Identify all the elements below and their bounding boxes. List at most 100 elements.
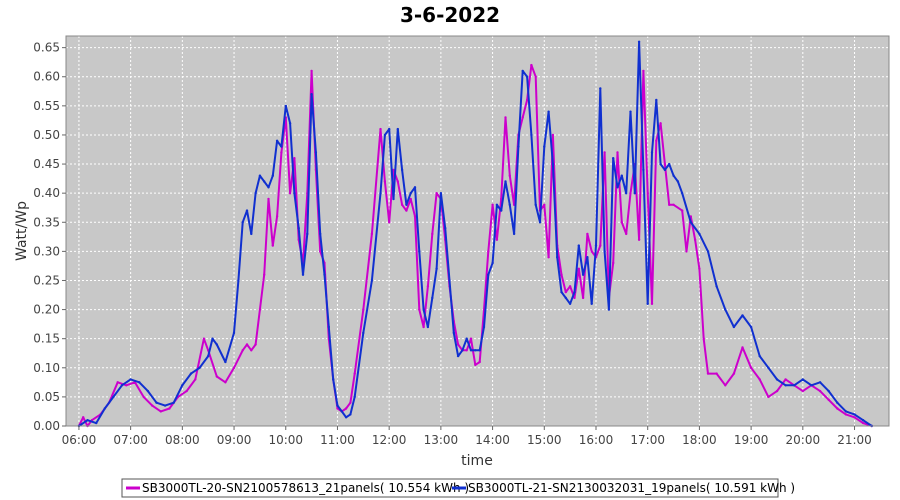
x-tick-label: 09:00	[217, 433, 252, 447]
data-point-series-1	[672, 203, 675, 206]
data-point-series-2	[418, 250, 421, 253]
data-point-series-1	[142, 395, 145, 399]
data-point-series-2	[413, 186, 417, 189]
data-point-series-2	[620, 174, 623, 177]
data-point-series-1	[465, 349, 468, 352]
data-point-series-2	[336, 404, 339, 407]
data-point-series-2	[155, 401, 158, 404]
data-point-series-2	[573, 290, 576, 294]
data-point-series-2	[379, 192, 382, 195]
x-tick-label: 08:00	[165, 433, 200, 447]
data-point-series-2	[530, 133, 533, 137]
data-point-series-2	[284, 104, 287, 108]
data-point-series-2	[146, 389, 150, 393]
data-point-series-1	[491, 203, 494, 206]
data-point-series-2	[629, 110, 632, 113]
data-point-series-2	[793, 384, 796, 387]
data-point-series-2	[625, 192, 628, 195]
data-point-series-1	[577, 267, 580, 270]
axes	[65, 35, 890, 427]
data-point-series-2	[612, 157, 615, 160]
data-point-series-2	[599, 87, 602, 90]
data-point-series-1	[293, 157, 296, 160]
data-point-series-2	[400, 168, 404, 172]
data-point-series-2	[836, 401, 839, 404]
data-point-series-1	[275, 215, 279, 218]
data-point-series-2	[784, 384, 787, 387]
data-point-series-1	[853, 416, 856, 419]
data-point-series-1	[388, 221, 391, 224]
data-point-series-2	[405, 203, 408, 206]
y-tick-label: 0.20	[33, 303, 60, 317]
data-point-series-2	[482, 325, 486, 329]
data-point-series-1	[668, 203, 671, 206]
data-point-series-2	[211, 337, 214, 340]
data-point-series-1	[254, 343, 257, 346]
data-point-series-1	[784, 378, 787, 381]
data-point-series-1	[530, 63, 533, 67]
data-point-series-2	[340, 410, 343, 413]
data-point-series-2	[314, 151, 318, 154]
data-point-series-1	[801, 389, 804, 393]
data-point-series-2	[538, 221, 542, 224]
data-point-series-1	[590, 250, 593, 253]
data-point-series-1	[629, 192, 632, 195]
data-point-series-2	[672, 174, 675, 177]
data-point-series-1	[400, 203, 404, 206]
y-tick-label: 0.65	[33, 41, 60, 55]
y-tick-label: 0.55	[33, 99, 60, 113]
data-point-series-1	[650, 302, 654, 305]
data-point-series-1	[749, 366, 753, 369]
legend-box	[121, 478, 779, 498]
data-point-series-1	[185, 389, 188, 393]
data-point-series-1	[241, 349, 244, 352]
data-point-series-1	[844, 413, 848, 416]
data-point-series-1	[349, 401, 352, 404]
data-point-series-2	[818, 381, 822, 384]
data-point-series-1	[758, 378, 761, 381]
data-point-series-2	[254, 192, 257, 195]
y-axis-ticks: 0.00 0.05 0.10 0.15 0.20 0.25 0.30 0.35 0.40 0.45…	[33, 41, 66, 433]
data-point-series-2	[775, 378, 779, 381]
data-point-series-1	[655, 139, 658, 142]
data-point-series-1	[168, 407, 171, 410]
data-point-series-1	[319, 250, 322, 253]
data-point-series-2	[86, 419, 89, 422]
y-tick-label: 0.30	[33, 244, 60, 258]
plot-border	[65, 35, 890, 427]
data-point-series-1	[431, 232, 434, 236]
data-point-series-1	[250, 349, 253, 352]
data-point-series-1	[116, 381, 119, 384]
data-point-series-1	[194, 378, 197, 381]
data-point-series-2	[637, 40, 641, 43]
data-point-series-1	[525, 98, 529, 102]
legend: SB3000TL-20-SN2100578613_21panels( 10.55…	[121, 478, 795, 498]
data-point-series-2	[556, 256, 559, 259]
data-point-series-1	[478, 360, 481, 364]
data-point-series-2	[861, 419, 865, 422]
x-tick-label: 20:00	[786, 433, 821, 447]
data-point-series-2	[706, 250, 710, 253]
data-point-series-2	[293, 192, 296, 195]
data-point-series-1	[827, 398, 830, 401]
data-point-series-2	[103, 407, 107, 410]
data-point-series-2	[681, 192, 684, 195]
x-tick-label: 18:00	[682, 433, 717, 447]
data-point-series-1	[383, 180, 387, 183]
data-point-series-1	[560, 273, 563, 276]
data-point-series-2	[469, 349, 473, 352]
x-tick-label: 13:00	[424, 433, 459, 447]
data-point-series-2	[504, 180, 507, 183]
data-point-series-2	[95, 421, 98, 425]
y-tick-label: 0.45	[33, 157, 60, 171]
data-point-series-1	[353, 372, 356, 375]
data-point-series-2	[422, 308, 425, 311]
data-point-series-2	[689, 221, 692, 224]
data-point-series-1	[534, 75, 537, 78]
data-point-series-2	[500, 209, 503, 212]
data-point-series-2	[517, 145, 520, 148]
data-point-series-2	[461, 349, 464, 352]
data-point-series-2	[271, 174, 274, 177]
data-point-series-1	[724, 384, 727, 387]
data-point-series-2	[444, 226, 447, 230]
